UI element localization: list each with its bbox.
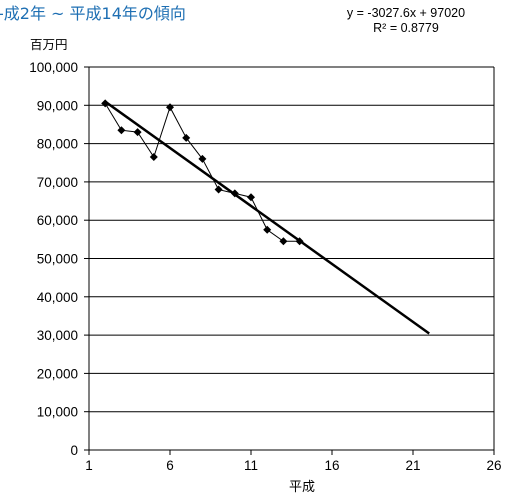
y-tick-label: 10,000 [37,405,78,420]
x-tick-label: 11 [244,458,258,473]
y-tick-label: 40,000 [37,290,78,305]
trendline-equation: y = -3027.6x + 97020 [347,6,465,20]
chart-title: -成2年 ~ 平成14年の傾向 [0,4,186,23]
data-point-marker [214,185,223,194]
y-tick-label: 90,000 [37,98,78,113]
y-tick-label: 50,000 [37,252,78,267]
data-point-marker [230,189,239,198]
x-tick-label: 21 [405,458,420,473]
data-point-marker [263,225,272,234]
data-point-marker [133,128,142,137]
y-tick-label: 0 [70,443,78,458]
x-tick-label: 16 [324,458,339,473]
x-axis-ticks: 1 6 11 16 21 26 [85,450,502,473]
gridlines [89,66,494,413]
data-point-marker [247,193,255,202]
y-tick-label: 100,000 [29,60,78,75]
axes [88,67,495,451]
trendline [104,100,430,335]
y-tick-label: 20,000 [37,366,78,381]
y-tick-label: 30,000 [37,328,78,343]
x-tick-label: 26 [486,458,501,473]
data-point-marker [182,133,191,142]
data-point-marker [279,237,288,246]
data-point-marker [149,153,158,162]
x-tick-label: 1 [85,458,93,473]
data-point-marker [198,154,207,163]
data-series [101,99,304,246]
x-axis-label: 平成 [289,480,315,495]
r-squared-label: R² = 0.8779 [373,21,439,35]
y-tick-label: 70,000 [37,175,78,190]
data-point-marker [117,126,126,135]
y-axis-unit-label: 百万円 [30,37,68,52]
y-tick-label: 80,000 [37,137,78,152]
x-tick-label: 6 [166,458,174,473]
trendline-line [104,100,430,335]
data-point-marker [101,99,110,108]
y-tick-label: 60,000 [37,213,78,228]
data-point-marker [295,237,304,246]
data-point-marker [166,103,174,112]
y-axis-ticks: 0 10,000 20,000 30,000 40,000 50,000 60,000 70,… [29,60,89,458]
